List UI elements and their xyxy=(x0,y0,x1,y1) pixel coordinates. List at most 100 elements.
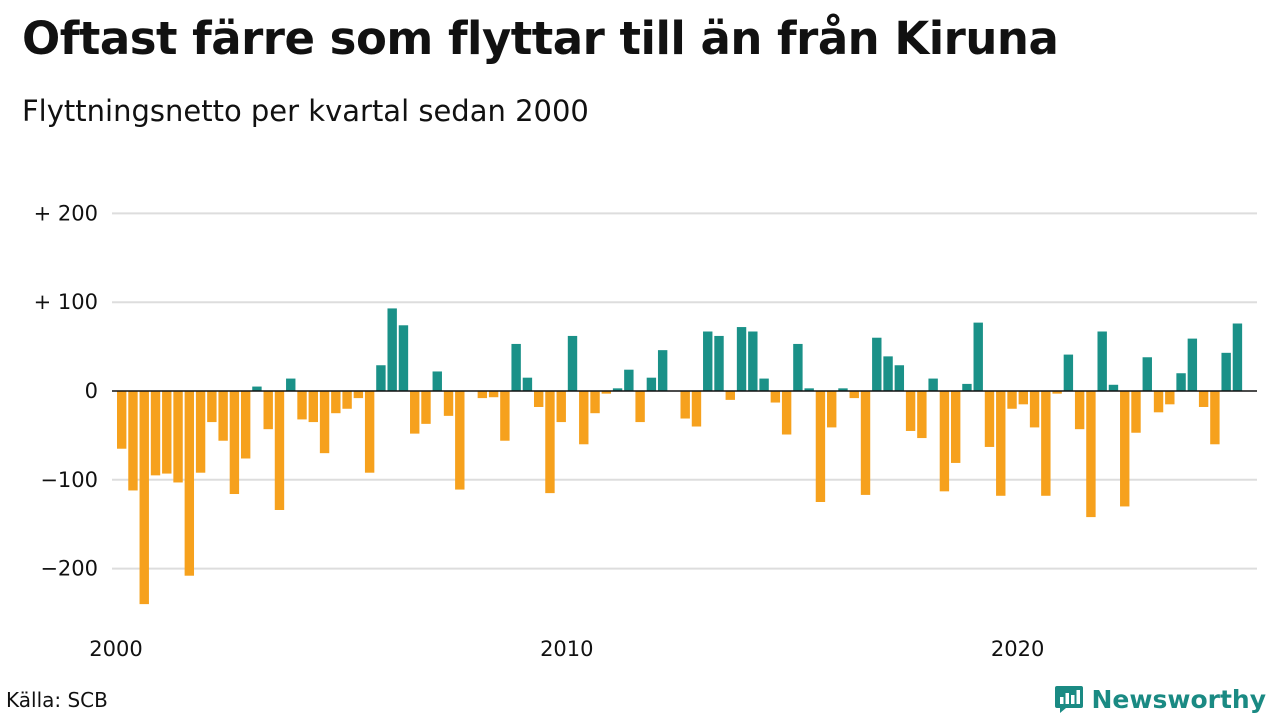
bar xyxy=(263,391,273,430)
y-tick-label: + 200 xyxy=(34,201,98,225)
bar xyxy=(195,391,206,473)
bar xyxy=(635,391,645,423)
bar xyxy=(1210,391,1220,445)
bar xyxy=(905,391,916,431)
bar xyxy=(342,391,352,409)
bar xyxy=(838,388,848,391)
bar xyxy=(590,391,600,414)
bar xyxy=(207,391,217,423)
bar xyxy=(1198,391,1209,407)
bar xyxy=(1176,373,1186,391)
brand-name: Newsworthy xyxy=(1091,684,1267,714)
bar xyxy=(1153,391,1164,413)
bar xyxy=(173,391,183,483)
bar xyxy=(1221,352,1231,391)
bar xyxy=(556,391,566,423)
bar xyxy=(1086,391,1096,518)
bar xyxy=(872,337,882,391)
x-tick-label: 2020 xyxy=(991,637,1044,661)
x-tick-label: 2000 xyxy=(89,637,142,661)
bar xyxy=(612,388,623,391)
bar xyxy=(455,391,465,490)
bar xyxy=(1041,391,1051,496)
bar xyxy=(432,371,442,391)
y-tick-label: −200 xyxy=(40,557,98,581)
bar xyxy=(511,343,521,391)
bar xyxy=(139,391,149,605)
source-note: Källa: SCB xyxy=(6,688,108,712)
bar xyxy=(646,377,657,391)
bar xyxy=(297,391,307,420)
bar xyxy=(793,343,803,391)
bar xyxy=(1232,323,1243,391)
y-axis-ticks: + 200 + 100 0 −100 −200 xyxy=(34,201,98,580)
bar xyxy=(533,391,544,407)
bar xyxy=(128,391,138,491)
bar xyxy=(387,308,397,391)
bar xyxy=(939,391,950,492)
bar xyxy=(522,377,533,391)
bar xyxy=(410,391,420,434)
bar xyxy=(1063,354,1074,391)
bar xyxy=(962,383,972,391)
y-tick-label: 0 xyxy=(85,379,98,403)
bar xyxy=(364,391,375,473)
bar xyxy=(252,386,262,391)
bar xyxy=(1131,391,1141,433)
chart-title: Oftast färre som flyttar till än från Ki… xyxy=(22,12,1059,65)
bar xyxy=(770,391,781,403)
bar xyxy=(240,391,251,459)
bar xyxy=(229,391,240,495)
y-tick-label: −100 xyxy=(40,468,98,492)
bar xyxy=(714,335,724,391)
bar xyxy=(308,391,318,423)
bar xyxy=(353,391,364,399)
bar xyxy=(725,391,735,400)
bar xyxy=(1018,391,1028,405)
bar xyxy=(274,391,285,510)
bar xyxy=(488,391,499,398)
bar xyxy=(331,391,341,414)
brand-logo[interactable]: Newsworthy xyxy=(1054,684,1267,714)
bar xyxy=(162,391,172,474)
bar xyxy=(748,331,758,391)
bar xyxy=(1165,391,1175,405)
bar xyxy=(1187,338,1198,391)
bar xyxy=(973,322,983,391)
bar xyxy=(1007,391,1017,409)
bar xyxy=(601,391,612,394)
bar xyxy=(150,391,161,476)
bar xyxy=(1142,357,1152,391)
bar xyxy=(759,378,769,391)
chart-subtitle: Flyttningsnetto per kvartal sedan 2000 xyxy=(22,94,589,128)
bar xyxy=(545,391,555,494)
bar xyxy=(117,391,127,449)
bar xyxy=(421,391,431,424)
bar xyxy=(477,391,488,399)
bar xyxy=(703,331,713,391)
bar xyxy=(218,391,228,441)
bar xyxy=(1052,391,1062,394)
bar xyxy=(286,378,296,391)
bar xyxy=(996,391,1006,496)
bar xyxy=(376,365,386,391)
bar xyxy=(827,391,837,428)
x-axis-ticks: 2000 2010 2020 xyxy=(89,637,1044,661)
bar xyxy=(1108,384,1119,391)
bar xyxy=(1029,391,1040,428)
bar xyxy=(781,391,792,435)
bar xyxy=(657,350,668,391)
bars-layer xyxy=(117,308,1243,605)
bar xyxy=(860,391,871,495)
bar xyxy=(500,391,510,441)
bar xyxy=(917,391,927,439)
bar xyxy=(1074,391,1085,430)
bar xyxy=(579,391,589,445)
bar xyxy=(319,391,330,454)
bar xyxy=(883,356,893,391)
bar xyxy=(691,391,702,427)
bar xyxy=(1120,391,1130,507)
bar xyxy=(567,335,578,391)
bar xyxy=(443,391,454,416)
